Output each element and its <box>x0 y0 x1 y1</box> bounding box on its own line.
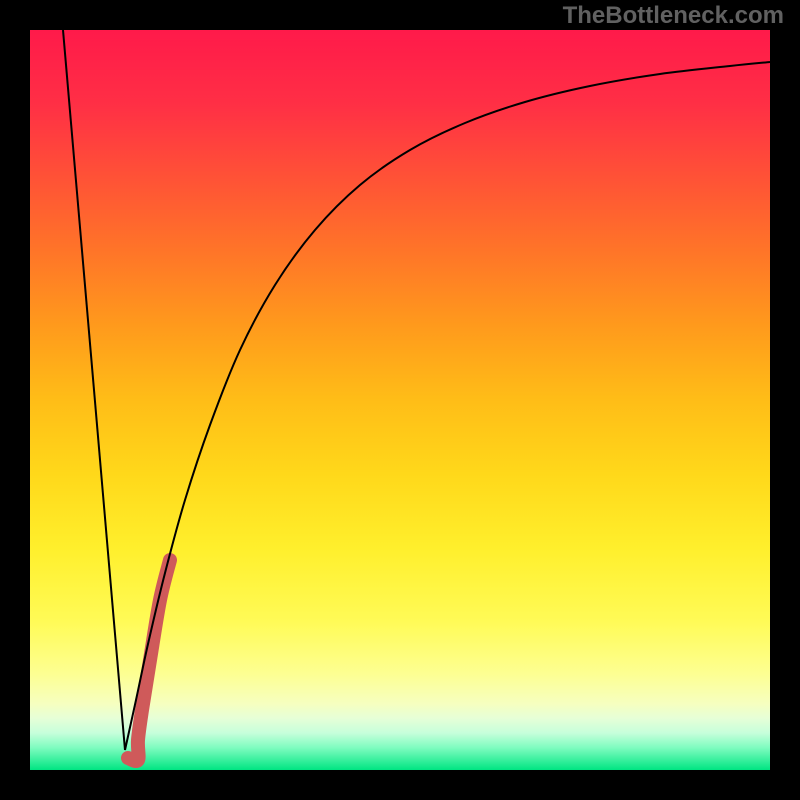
watermark-text: TheBottleneck.com <box>563 2 784 30</box>
bottleneck-chart: TheBottleneck.com <box>0 0 800 800</box>
gradient-background <box>30 30 770 770</box>
